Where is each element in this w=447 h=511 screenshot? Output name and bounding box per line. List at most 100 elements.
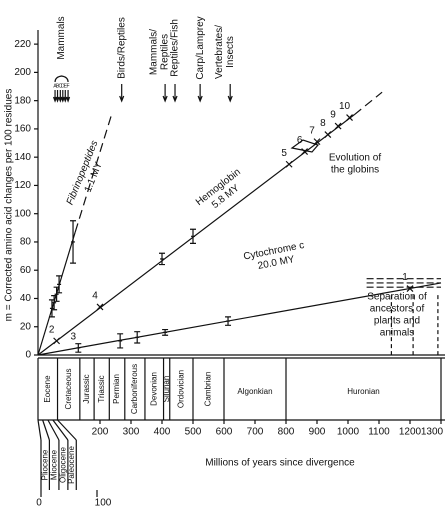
divergence-arrow bbox=[52, 90, 58, 103]
period-label: Ordovician bbox=[176, 370, 185, 408]
separation-label: plants and bbox=[374, 316, 420, 327]
series-line bbox=[74, 111, 113, 233]
y-tick-label: 220 bbox=[14, 39, 31, 50]
divergence-label: Mammals/ bbox=[149, 29, 160, 75]
x-tick-label: 700 bbox=[247, 427, 264, 438]
globins-note: Evolution of bbox=[329, 153, 381, 164]
epoch-tick-label: 100 bbox=[95, 498, 112, 509]
x-tick-label: 200 bbox=[92, 427, 109, 438]
y-tick-label: 200 bbox=[14, 67, 31, 78]
y-axis-label: m = Corrected amino acid changes per 100… bbox=[4, 89, 15, 322]
y-tick-label: 100 bbox=[14, 208, 31, 219]
point-marker bbox=[53, 337, 61, 345]
y-tick-label: 180 bbox=[14, 95, 31, 106]
mammal-letter: D bbox=[61, 83, 65, 89]
mammal-letter: F bbox=[67, 83, 70, 89]
period-label: Permian bbox=[112, 374, 121, 404]
epoch-fan bbox=[37, 419, 42, 441]
epoch-label: Pliocene bbox=[40, 449, 49, 480]
point-marker bbox=[346, 114, 353, 122]
period-label: Jurassic bbox=[82, 374, 91, 403]
period-label: Devonian bbox=[149, 372, 158, 406]
point-marker bbox=[324, 131, 332, 138]
epoch-tick-label: 0 bbox=[36, 498, 42, 509]
point-label: 2 bbox=[49, 325, 55, 336]
period-label: Huronian bbox=[347, 387, 379, 396]
x-tick-label: 1100 bbox=[368, 427, 390, 438]
divergence-arrow bbox=[55, 90, 60, 103]
period-label: Cambrian bbox=[204, 372, 213, 407]
separation-label: animals bbox=[380, 328, 414, 339]
divergence-label: Birds/Reptiles bbox=[116, 17, 127, 79]
period-label: Algonkian bbox=[237, 387, 272, 396]
point-marker bbox=[96, 303, 104, 311]
error-bar bbox=[53, 286, 60, 302]
error-bar bbox=[190, 228, 196, 244]
divergence-arrow bbox=[66, 90, 71, 103]
point-marker bbox=[285, 160, 293, 168]
period-label: Eocene bbox=[43, 375, 52, 403]
error-bar bbox=[225, 316, 232, 326]
y-tick-label: 120 bbox=[14, 180, 31, 191]
divergence-label: Reptiles bbox=[160, 34, 171, 70]
epoch-fan bbox=[42, 419, 50, 441]
globins-bracket bbox=[290, 139, 320, 153]
period-label: Carboniferous bbox=[130, 364, 139, 414]
error-bar bbox=[117, 333, 124, 349]
x-tick-label: 1200 bbox=[399, 427, 422, 438]
y-tick-label: 40 bbox=[20, 293, 32, 304]
divergence-arrow bbox=[172, 84, 178, 103]
divergence-arrow bbox=[227, 84, 233, 103]
x-tick-label: 500 bbox=[185, 427, 202, 438]
divergence-arrow bbox=[63, 90, 68, 103]
x-tick-label: 900 bbox=[309, 427, 326, 438]
divergence-arrow bbox=[60, 90, 65, 103]
divergence-label: Vertebrates/ bbox=[214, 25, 225, 79]
period-label: Cretaceous bbox=[64, 369, 73, 410]
divergence-label: Reptiles/Fish bbox=[170, 19, 181, 77]
mammal-letter: A bbox=[53, 83, 57, 89]
mammal-letter: C bbox=[59, 83, 63, 89]
y-tick-label: 80 bbox=[20, 237, 32, 248]
point-label: 4 bbox=[92, 291, 98, 302]
error-bar bbox=[75, 343, 82, 353]
x-tick-label: 400 bbox=[154, 427, 171, 438]
separation-label: ancestors of bbox=[370, 304, 425, 315]
point-label: 6 bbox=[297, 135, 303, 146]
mammal-letter: B bbox=[56, 83, 60, 89]
error-bar bbox=[48, 299, 55, 318]
y-tick-label: 160 bbox=[14, 124, 31, 135]
point-label: 1 bbox=[402, 272, 408, 283]
epoch-fan bbox=[47, 419, 60, 441]
error-bar bbox=[70, 220, 77, 264]
point-label: 7 bbox=[309, 125, 315, 136]
divergence-arrow bbox=[162, 84, 168, 103]
point-label: 8 bbox=[320, 118, 326, 129]
x-tick-label: 1000 bbox=[337, 427, 360, 438]
period-label: Silurian bbox=[162, 376, 171, 403]
epoch-fan bbox=[57, 419, 77, 441]
period-label: Triassic bbox=[97, 375, 106, 402]
epoch-label: Miocene bbox=[49, 449, 58, 480]
divergence-arrow bbox=[119, 84, 125, 103]
divergence-arrow bbox=[58, 90, 63, 103]
x-tick-label: 300 bbox=[123, 427, 140, 438]
point-label: 10 bbox=[339, 101, 351, 112]
x-axis-label: Millions of years since divergence bbox=[205, 458, 355, 469]
error-bar bbox=[162, 328, 169, 336]
point-label: 9 bbox=[330, 110, 336, 121]
point-label: 3 bbox=[71, 332, 77, 343]
bracket bbox=[54, 75, 69, 83]
series-line bbox=[37, 282, 442, 356]
epoch-label: Oligocene bbox=[59, 446, 68, 483]
y-tick-label: 20 bbox=[20, 321, 32, 332]
x-tick-label: 800 bbox=[278, 427, 295, 438]
x-tick-label: 1300 bbox=[421, 427, 444, 438]
divergence-label: Insects bbox=[225, 36, 236, 68]
epoch-label: Paleocene bbox=[67, 446, 76, 484]
y-tick-label: 140 bbox=[14, 152, 31, 163]
point-label: 5 bbox=[281, 148, 287, 159]
error-bar bbox=[134, 331, 141, 344]
mammal-letter: E bbox=[64, 83, 68, 89]
